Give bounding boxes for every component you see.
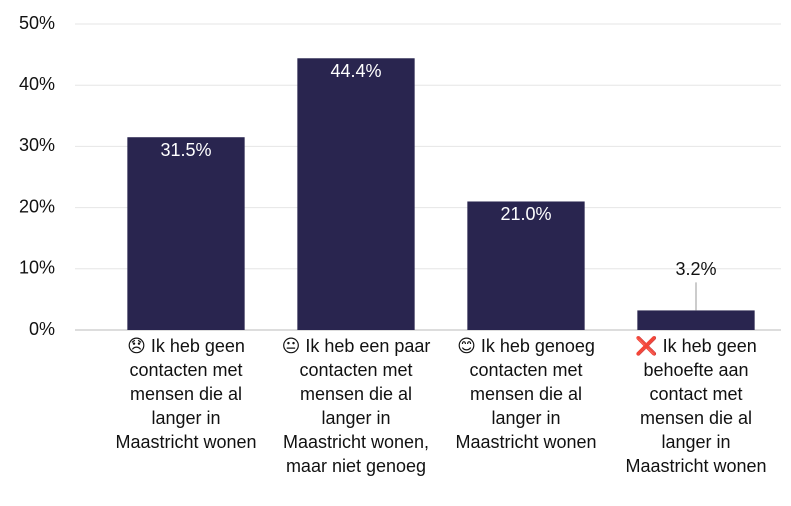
data-label: 44.4% — [330, 61, 381, 81]
x-tick-label: ❌ Ik heb geen behoefte aan contact met m… — [625, 336, 767, 476]
data-label: 3.2% — [675, 259, 716, 279]
bar — [127, 137, 245, 330]
y-tick-label: 20% — [19, 196, 55, 216]
y-tick-label: 40% — [19, 74, 55, 94]
y-tick-label: 0% — [29, 319, 55, 339]
data-label: 21.0% — [500, 204, 551, 224]
y-tick-label: 30% — [19, 135, 55, 155]
bar — [467, 201, 585, 330]
y-tick-label: 10% — [19, 258, 55, 278]
x-tick-label: 😐 Ik heb een paar contacten met mensen d… — [281, 336, 431, 476]
bar — [297, 58, 415, 330]
data-label: 31.5% — [160, 140, 211, 160]
x-tick-label: 😞 Ik heb geen contacten met mensen die a… — [115, 336, 257, 452]
bar — [637, 310, 755, 330]
y-tick-label: 50% — [19, 13, 55, 33]
x-tick-label: 😊 Ik heb genoeg contacten met mensen die… — [455, 336, 597, 452]
